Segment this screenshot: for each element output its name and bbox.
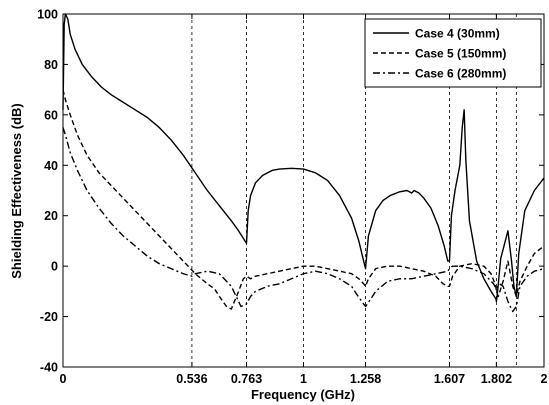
y-tick-label: 100 (37, 8, 58, 22)
series-layer (62, 13, 545, 313)
series-line-1 (62, 13, 545, 303)
x-tick-label: 1 (300, 372, 307, 386)
x-tick-label: 1.607 (434, 372, 465, 386)
y-tick-labels: -40 -20 0 20 40 60 80 100 (37, 8, 58, 375)
x-axis-title: Frequency (GHz) (251, 387, 355, 402)
series-line-3 (62, 127, 545, 313)
y-axis-title: Shielding Effectiveness (dB) (9, 103, 24, 279)
reference-lines (191, 14, 517, 367)
legend-label-1: Case 4 (30mm) (415, 27, 500, 41)
legend-box (364, 18, 542, 88)
y-tick-label: 0 (51, 260, 58, 274)
x-tick-labels: 0 0.536 0.763 1 1.258 1.607 1.802 2 (60, 372, 548, 386)
y-tick-label: 20 (44, 209, 58, 223)
legend: Case 4 (30mm) Case 5 (150mm) Case 6 (280mm… (364, 18, 542, 88)
y-tick-label: -40 (40, 361, 58, 375)
x-tick-label: 0.536 (176, 372, 207, 386)
x-tick-label: 1.802 (481, 372, 512, 386)
x-tick-label: 1.258 (350, 372, 381, 386)
legend-label-2: Case 5 (150mm) (415, 47, 506, 61)
y-tick-label: 80 (44, 58, 58, 72)
y-tick-label: 40 (44, 159, 58, 173)
series-line-2 (62, 89, 545, 310)
x-tick-label: 2 (541, 372, 548, 386)
x-tick-label: 0.763 (231, 372, 262, 386)
y-tick-label: -20 (40, 310, 58, 324)
x-tick-label: 0 (60, 372, 67, 386)
y-tick-label: 60 (44, 108, 58, 122)
axis-ticks (62, 13, 545, 368)
legend-label-3: Case 6 (280mm) (415, 67, 506, 81)
